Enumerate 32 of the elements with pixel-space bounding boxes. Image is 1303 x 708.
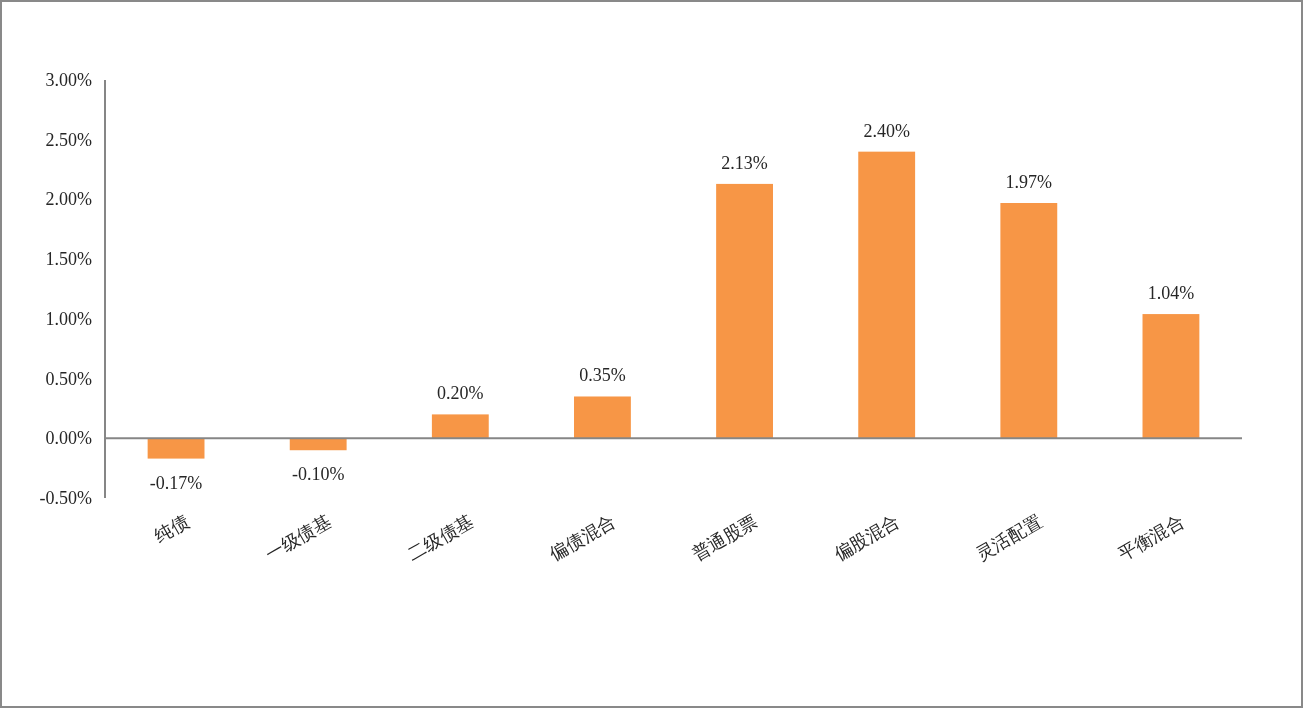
y-tick-label: 1.00% [45,308,92,329]
data-label: -0.10% [291,464,345,485]
data-label: 0.35% [579,365,626,386]
x-tick-label: 纯债 [151,511,193,547]
bar [1000,203,1058,439]
bar [289,438,347,451]
y-tick-label: 1.50% [45,249,92,270]
bar [574,396,631,439]
data-label: 2.40% [863,120,910,141]
data-label: 1.04% [1147,283,1195,304]
y-tick-label: 0.00% [45,428,92,449]
x-tick-label: 偏股混合 [830,511,904,565]
x-tick-label: 一级债基 [262,511,335,565]
bar [716,183,773,439]
x-tick-label: 平衡混合 [1114,511,1188,565]
bar [431,414,489,439]
y-tick-label: 2.50% [45,129,92,150]
data-label: -0.17% [149,472,203,493]
x-tick-label: 偏债混合 [546,511,619,565]
x-tick-label: 二级债基 [404,511,477,565]
y-tick-label: 2.00% [45,189,92,210]
data-label: 2.13% [721,152,768,173]
x-tick-label: 普通股票 [688,511,761,565]
y-tick-label: 0.50% [45,368,92,389]
x-tick-label: 灵活配置 [972,511,1046,565]
y-tick-label: 3.00% [45,70,92,90]
data-label: 1.97% [1005,172,1053,193]
data-label: 0.20% [437,383,484,404]
bar [1142,314,1200,439]
bar [147,438,205,459]
y-tick-label: -0.50% [39,488,92,508]
bar [858,151,916,439]
